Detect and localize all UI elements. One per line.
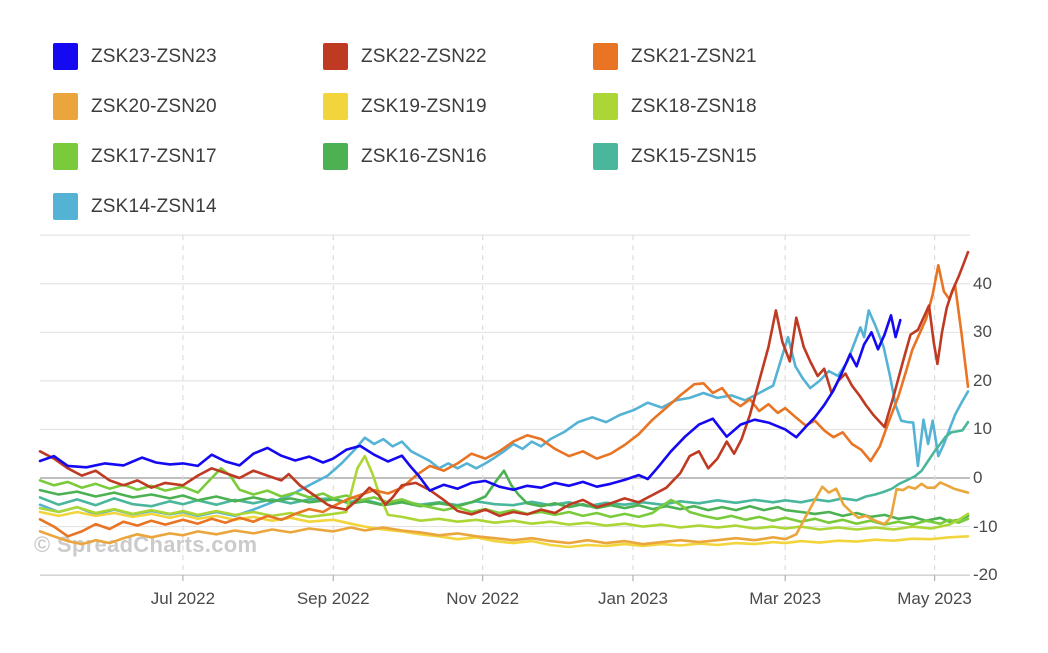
- y-tick-label: 20: [973, 370, 992, 390]
- legend-item-zsk17-zsn17[interactable]: ZSK17-ZSN17: [53, 142, 323, 171]
- legend-color-swatch: [323, 43, 348, 70]
- legend-item-zsk19-zsn19[interactable]: ZSK19-ZSN19: [323, 92, 593, 121]
- series-line-zsk23-zsn23: [38, 313, 902, 492]
- legend-color-swatch: [323, 143, 348, 170]
- series-line-zsk22-zsn22: [38, 250, 970, 518]
- legend-label: ZSK17-ZSN17: [91, 145, 217, 167]
- legend-item-zsk14-zsn14[interactable]: ZSK14-ZSN14: [53, 192, 323, 221]
- series-line-zsk15-zsn15: [38, 420, 970, 508]
- legend-color-swatch: [53, 193, 78, 220]
- y-tick-label: -20: [973, 565, 998, 585]
- legend-item-zsk22-zsn22[interactable]: ZSK22-ZSN22: [323, 42, 593, 71]
- legend-item-zsk16-zsn16[interactable]: ZSK16-ZSN16: [323, 142, 593, 171]
- y-tick-label: 10: [973, 419, 992, 439]
- legend-color-swatch: [593, 93, 618, 120]
- legend-label: ZSK21-ZSN21: [631, 45, 757, 67]
- legend: ZSK23-ZSN23 ZSK22-ZSN22 ZSK21-ZSN21 ZSK20-Z…: [53, 42, 863, 221]
- legend-color-swatch: [53, 93, 78, 120]
- series-line-zsk19-zsn19: [38, 510, 970, 549]
- legend-item-zsk15-zsn15[interactable]: ZSK15-ZSN15: [593, 142, 863, 171]
- legend-color-swatch: [593, 143, 618, 170]
- series-line-zsk16-zsn16: [38, 469, 970, 524]
- legend-item-zsk23-zsn23[interactable]: ZSK23-ZSN23: [53, 42, 323, 71]
- legend-item-zsk18-zsn18[interactable]: ZSK18-ZSN18: [593, 92, 863, 121]
- legend-color-swatch: [53, 43, 78, 70]
- legend-label: ZSK16-ZSN16: [361, 145, 487, 167]
- legend-label: ZSK22-ZSN22: [361, 45, 487, 67]
- x-tick-label: Sep 2022: [296, 589, 370, 608]
- legend-color-swatch: [593, 43, 618, 70]
- x-tick-label: Mar 2023: [749, 589, 822, 608]
- legend-color-swatch: [53, 143, 78, 170]
- legend-item-zsk20-zsn20[interactable]: ZSK20-ZSN20: [53, 92, 323, 121]
- x-tick-label: Jan 2023: [598, 589, 668, 608]
- y-tick-label: 0: [973, 468, 983, 487]
- legend-label: ZSK14-ZSN14: [91, 195, 217, 217]
- legend-label: ZSK20-ZSN20: [91, 95, 217, 117]
- legend-label: ZSK23-ZSN23: [91, 45, 217, 67]
- y-tick-label: 40: [973, 273, 992, 293]
- legend-color-swatch: [323, 93, 348, 120]
- legend-label: ZSK15-ZSN15: [631, 145, 757, 167]
- x-tick-label: May 2023: [897, 589, 972, 608]
- x-tick-label: Nov 2022: [446, 589, 520, 608]
- y-tick-label: 30: [973, 322, 992, 342]
- x-tick-label: Jul 2022: [150, 589, 216, 608]
- legend-item-zsk21-zsn21[interactable]: ZSK21-ZSN21: [593, 42, 863, 71]
- legend-label: ZSK19-ZSN19: [361, 95, 487, 117]
- series-line-zsk18-zsn18: [38, 454, 970, 531]
- series-line-zsk17-zsn17: [38, 466, 970, 526]
- series-lines: [38, 250, 970, 549]
- y-tick-label: -10: [973, 516, 998, 536]
- series-line-zsk20-zsn20: [38, 481, 970, 546]
- legend-label: ZSK18-ZSN18: [631, 95, 757, 117]
- series-line-zsk21-zsn21: [38, 263, 970, 538]
